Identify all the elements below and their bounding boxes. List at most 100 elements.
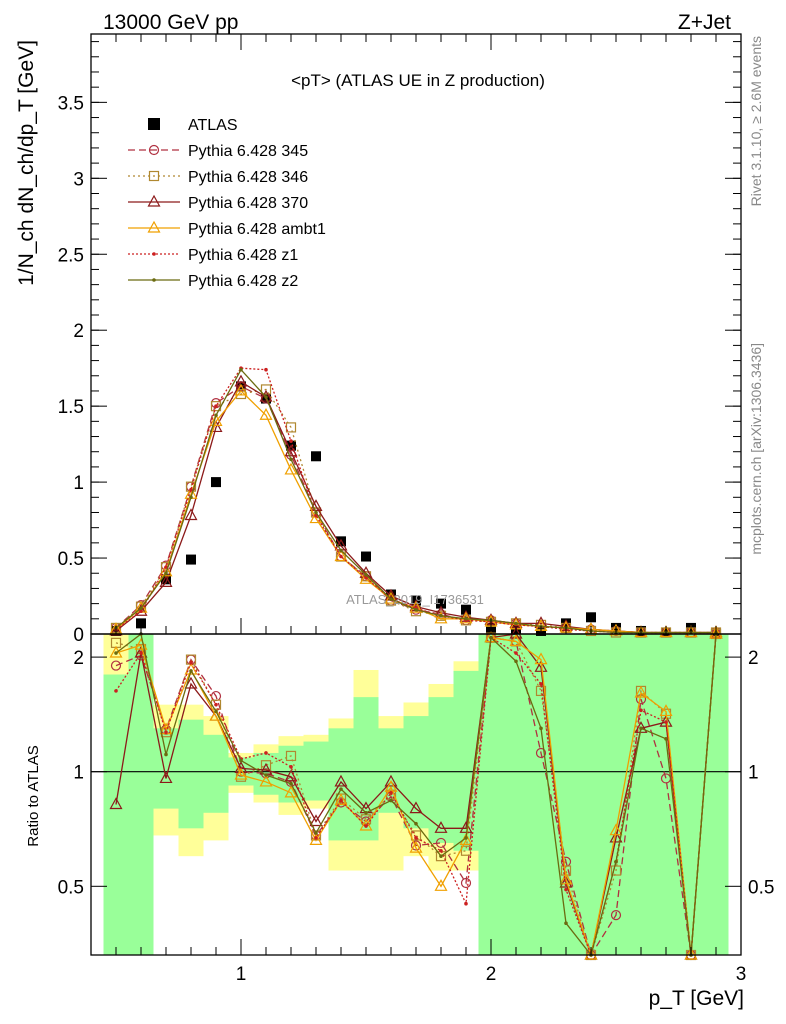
ratio-series-point bbox=[514, 659, 518, 664]
ratio-series-point bbox=[264, 751, 268, 755]
main-series-point bbox=[609, 623, 623, 636]
ratio-series-point bbox=[539, 726, 543, 731]
ratio-band-inner bbox=[478, 634, 504, 955]
main-series-point bbox=[189, 495, 193, 500]
main-series-point bbox=[434, 611, 448, 624]
main-series-point bbox=[164, 565, 168, 569]
main-series-point bbox=[239, 367, 243, 372]
atlas-data-point bbox=[586, 612, 596, 623]
ratio-series-point bbox=[564, 887, 568, 892]
ratio-series-point bbox=[314, 831, 318, 835]
atlas-data-point bbox=[436, 598, 446, 609]
ratio-band-inner bbox=[428, 697, 454, 843]
main-y-tick-label: 3.5 bbox=[58, 93, 84, 114]
legend-marker bbox=[148, 170, 160, 182]
main-series-point bbox=[684, 625, 698, 638]
ratio-series-point bbox=[289, 765, 293, 769]
rivet-label: Rivet 3.1.10, ≥ 2.6M events bbox=[748, 36, 764, 206]
main-series-point bbox=[514, 621, 518, 626]
ratio-y-tick-label: 2 bbox=[73, 648, 84, 669]
main-series-point bbox=[439, 613, 443, 618]
ratio-band-inner bbox=[503, 634, 529, 955]
main-series-point bbox=[214, 413, 218, 418]
main-series-point bbox=[459, 611, 473, 624]
legend: ATLAS Pythia 6.428 345 Pythia 6.428 346 Pyt… bbox=[128, 117, 326, 290]
ratio-series-point bbox=[164, 730, 168, 734]
ratio-series-point bbox=[209, 708, 223, 721]
ratio-band-inner bbox=[578, 634, 604, 955]
ratio-series-point bbox=[509, 634, 523, 646]
atlas-data-point bbox=[136, 618, 146, 629]
ratio-series-point bbox=[584, 947, 598, 960]
ratio-series-point bbox=[684, 947, 698, 960]
legend-marker bbox=[152, 252, 156, 256]
ratio-series-point bbox=[334, 774, 348, 787]
main-series-point bbox=[284, 462, 298, 475]
axis-ticks: 0 0.5 1 1.5 2 2.5 3 3.5 0.5 0.5 1 1 2 2 1 2 3 bbox=[58, 34, 774, 985]
ratio-panel-series bbox=[109, 626, 723, 961]
ratio-series-point bbox=[514, 651, 518, 655]
ratio-band-inner bbox=[628, 634, 654, 955]
main-series-point bbox=[389, 597, 393, 601]
main-series-point bbox=[259, 389, 273, 402]
ratio-series-point bbox=[164, 752, 168, 757]
ratio-series-point bbox=[609, 830, 623, 843]
main-y-tick-label: 2 bbox=[73, 321, 84, 342]
ratio-series-point bbox=[534, 652, 548, 665]
ratio-series-point bbox=[414, 836, 418, 840]
ratio-series-point bbox=[435, 837, 447, 849]
ratio-series-point bbox=[359, 818, 373, 831]
main-series-point bbox=[384, 591, 398, 604]
legend-marker bbox=[148, 144, 160, 156]
ratio-series-point bbox=[610, 910, 622, 921]
ratio-series-point bbox=[110, 660, 122, 671]
ratio-series-line bbox=[115, 633, 717, 957]
x-axis-label: p_T [GeV] bbox=[649, 987, 744, 1010]
atlas-data-point bbox=[386, 589, 396, 600]
ratio-series-point bbox=[334, 793, 348, 806]
ratio-series-point bbox=[409, 801, 423, 814]
ratio-series-point bbox=[439, 854, 443, 858]
ratio-series-point bbox=[634, 685, 648, 698]
atlas-data-point bbox=[461, 604, 471, 615]
ratio-series-point bbox=[339, 798, 343, 803]
main-series-point bbox=[634, 625, 648, 638]
ratio-series-point bbox=[389, 791, 393, 795]
ratio-band-inner bbox=[328, 728, 354, 841]
ratio-series-point bbox=[509, 626, 523, 639]
ratio-y-tick-label-right: 0.5 bbox=[748, 877, 774, 898]
ratio-series-point bbox=[464, 901, 468, 906]
ratio-series-point bbox=[284, 785, 298, 798]
ratio-series-point bbox=[139, 651, 143, 655]
legend-label: Pythia 6.428 370 bbox=[188, 195, 308, 212]
ratio-y-label: Ratio to ATLAS bbox=[25, 745, 42, 846]
ratio-band-inner bbox=[103, 674, 129, 955]
ratio-band-inner bbox=[203, 734, 229, 813]
main-y-tick-label: 1.5 bbox=[58, 397, 84, 418]
ratio-series-point bbox=[464, 836, 468, 840]
main-series-point bbox=[139, 606, 143, 610]
ratio-series-point bbox=[609, 823, 623, 836]
main-series-point bbox=[659, 625, 673, 638]
legend-label: Pythia 6.428 346 bbox=[188, 169, 308, 186]
ratio-series-point bbox=[459, 821, 473, 833]
main-series-point bbox=[364, 572, 368, 577]
ratio-series-point bbox=[264, 773, 268, 777]
main-series-point bbox=[139, 609, 143, 614]
ratio-y-tick-label-right: 1 bbox=[748, 763, 759, 784]
main-y-tick-label: 2.5 bbox=[58, 245, 84, 266]
legend-label: ATLAS bbox=[188, 117, 238, 134]
main-series-point bbox=[234, 383, 248, 396]
ratio-series-point bbox=[439, 848, 443, 853]
main-series-point bbox=[164, 571, 168, 576]
main-series-point bbox=[264, 367, 268, 372]
ratio-band-inner bbox=[178, 719, 204, 829]
ratio-band-inner bbox=[553, 634, 579, 955]
atlas-data-point bbox=[311, 451, 321, 462]
ratio-series-point bbox=[460, 845, 472, 856]
ratio-series-point bbox=[214, 709, 218, 714]
main-y-tick-label: 3 bbox=[73, 169, 84, 190]
main-series-point bbox=[314, 510, 318, 515]
ratio-series-point bbox=[109, 645, 123, 658]
ratio-band-inner bbox=[678, 634, 704, 955]
